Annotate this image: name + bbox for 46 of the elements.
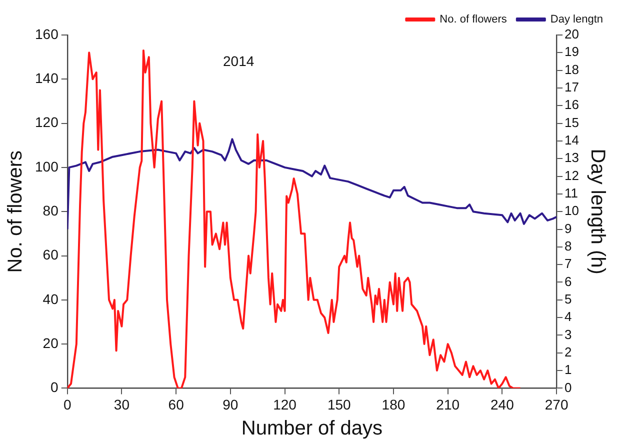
- y-tick-label: 0: [50, 379, 59, 396]
- y2-tick-label: 8: [564, 238, 572, 254]
- y2-tick-label: 5: [564, 291, 572, 306]
- x-tick-label: 30: [114, 396, 130, 412]
- x-tick-label: 240: [490, 396, 514, 412]
- y2-tick-label: 0: [564, 380, 572, 395]
- y2-tick-label: 20: [564, 26, 580, 42]
- y-tick-label: 80: [42, 202, 59, 218]
- y2-tick-label: 16: [564, 97, 580, 112]
- y2-tick-label: 10: [564, 203, 580, 218]
- y-tick-label: 140: [35, 70, 59, 86]
- y2-tick-label: 12: [564, 168, 580, 183]
- x-tick-label: 90: [222, 396, 238, 412]
- y-tick-label: 20: [42, 334, 59, 351]
- x-tick-label: 60: [168, 396, 184, 412]
- y2-tick-label: 3: [564, 326, 572, 342]
- y-tick-label: 160: [35, 26, 59, 42]
- y2-tick-label: 7: [564, 256, 572, 272]
- y2-tick-label: 1: [564, 362, 572, 378]
- y-tick-label: 40: [42, 290, 59, 307]
- x-axis-title: Number of days: [241, 418, 383, 440]
- y2-tick-label: 18: [564, 62, 580, 77]
- y-axis-title: No. of flowers: [4, 150, 27, 273]
- y2-tick-label: 11: [564, 186, 578, 201]
- y2-tick-label: 6: [564, 274, 572, 289]
- x-tick-label: 120: [273, 396, 297, 412]
- y2-axis-title: Day length (h): [586, 148, 608, 274]
- text: 2014: [222, 52, 254, 69]
- y2-tick-label: 4: [564, 309, 572, 324]
- legend-label: No. of flowers: [440, 14, 508, 26]
- legend-label: Day lengtn: [550, 14, 604, 26]
- x-tick-label: 0: [63, 396, 72, 412]
- x-tick-label: 150: [327, 396, 352, 412]
- x-tick-label: 270: [544, 396, 568, 412]
- x-tick-label: 210: [436, 396, 460, 412]
- x-tick-label: 180: [382, 396, 406, 412]
- y-tick-label: 60: [42, 246, 59, 263]
- y2-tick-label: 15: [564, 114, 580, 130]
- y2-tick-label: 17: [564, 80, 580, 95]
- y-tick-label: 100: [35, 158, 59, 174]
- y2-tick-label: 19: [564, 44, 580, 60]
- y2-tick-label: 13: [564, 150, 580, 166]
- y2-tick-label: 9: [564, 220, 572, 236]
- y2-tick-label: 14: [564, 132, 580, 148]
- y-tick-label: 120: [35, 114, 59, 130]
- y2-tick-label: 2: [564, 344, 572, 360]
